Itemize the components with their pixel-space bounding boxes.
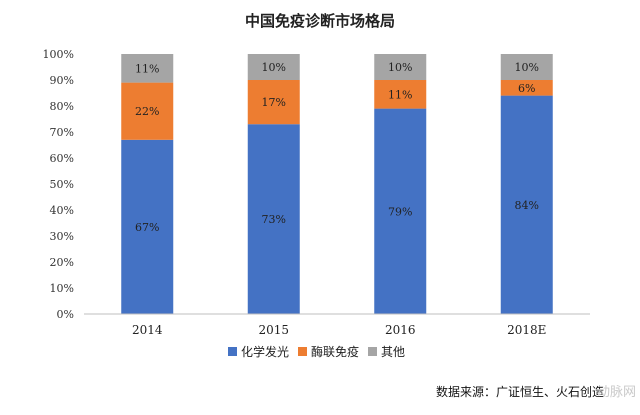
y-tick-label: 60% xyxy=(50,152,74,165)
watermark-text: 动脉网 xyxy=(597,385,636,400)
x-axis: 2014 2015 2016 2018E xyxy=(84,313,590,337)
bar-segment xyxy=(247,124,300,314)
data-label: 11% xyxy=(388,88,412,101)
x-tick-label: 2015 xyxy=(258,323,289,337)
data-label: 11% xyxy=(135,62,159,75)
data-label: 84% xyxy=(515,199,539,212)
data-label: 67% xyxy=(135,221,159,234)
data-label: 17% xyxy=(262,96,286,109)
bar-segment xyxy=(121,54,174,83)
bar-segment xyxy=(247,80,300,125)
y-tick-label: 70% xyxy=(50,126,74,139)
bar-segment xyxy=(121,139,174,314)
data-label: 22% xyxy=(135,105,159,118)
y-tick-label: 90% xyxy=(50,74,74,87)
legend-label: 化学发光 xyxy=(241,344,289,359)
y-tick-label: 0% xyxy=(57,308,74,321)
bar-segment xyxy=(247,54,300,80)
legend: 化学发光 酶联免疫 其他 xyxy=(228,344,405,359)
bar-segment xyxy=(500,95,553,314)
legend-label: 酶联免疫 xyxy=(311,344,359,359)
bars-group: 67% 22% 11% 73% 17% 10% 79% 11% 10% 84% 6% 10% xyxy=(121,54,553,314)
y-tick-label: 40% xyxy=(50,204,74,217)
y-tick-label: 80% xyxy=(50,100,74,113)
data-label: 73% xyxy=(262,213,286,226)
x-tick-label: 2018E xyxy=(507,323,546,337)
y-axis: 0% 10% 20% 30% 40% 50% 60% 70% 80% 90% 100% xyxy=(43,48,74,321)
legend-swatch xyxy=(368,347,377,356)
bar-segment xyxy=(374,80,427,109)
data-label: 10% xyxy=(388,61,412,74)
chart-title: 中国免疫诊断市场格局 xyxy=(245,12,395,30)
y-tick-label: 50% xyxy=(50,178,74,191)
bar-segment xyxy=(500,80,553,96)
bar-segment xyxy=(374,54,427,80)
data-label: 10% xyxy=(262,61,286,74)
legend-label: 其他 xyxy=(381,345,405,359)
legend-swatch xyxy=(228,347,237,356)
x-tick-label: 2016 xyxy=(385,323,416,337)
bar-segment xyxy=(500,54,553,80)
bar-segment xyxy=(374,108,427,314)
x-tick-label: 2014 xyxy=(132,323,163,337)
data-label: 79% xyxy=(388,205,412,218)
y-tick-label: 100% xyxy=(43,48,74,61)
data-label: 10% xyxy=(515,61,539,74)
y-tick-label: 30% xyxy=(50,230,74,243)
y-tick-label: 20% xyxy=(50,256,74,269)
bar-segment xyxy=(121,82,174,140)
legend-swatch xyxy=(298,347,307,356)
source-note: 数据来源：广证恒生、火石创造 xyxy=(436,384,604,399)
y-tick-label: 10% xyxy=(50,282,74,295)
data-label: 6% xyxy=(518,82,535,95)
